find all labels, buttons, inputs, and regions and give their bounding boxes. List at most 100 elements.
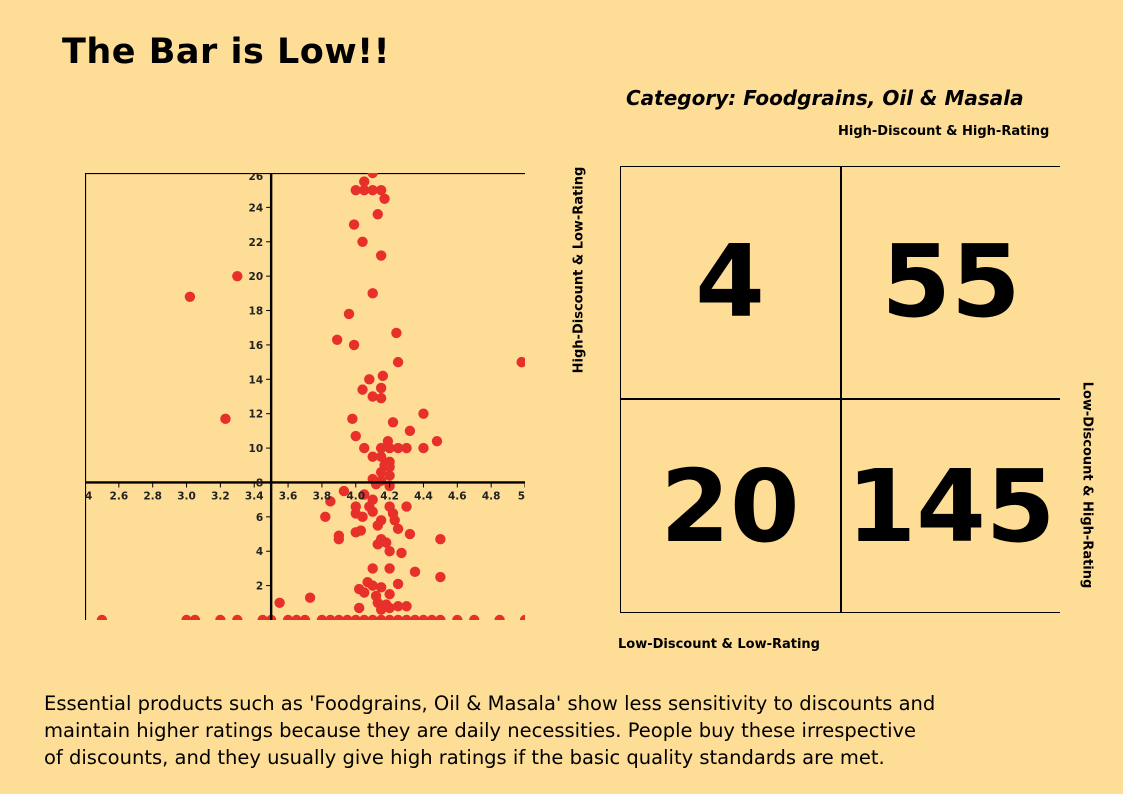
data-point	[431, 436, 443, 447]
data-point	[375, 184, 387, 196]
data-point	[384, 470, 395, 481]
data-point	[401, 601, 412, 612]
data-point	[274, 597, 285, 609]
data-point	[350, 614, 361, 620]
data-point	[494, 614, 505, 620]
data-point	[359, 587, 370, 598]
x-tick-label: 4.0	[346, 490, 365, 502]
y-tick-label: 8	[256, 477, 263, 489]
page-title: The Bar is Low!!	[62, 32, 391, 72]
data-point	[333, 533, 345, 545]
data-point	[418, 614, 429, 620]
x-tick-label: 4.2	[380, 490, 399, 502]
x-tick-label: 3.6	[279, 490, 298, 502]
data-point	[384, 589, 395, 600]
tick-labels: 4 2.6 2.8 3.0 3.2 3.4 3.6 3.8 4.0 4.2 4.4 4.6 4.8 524…	[85, 173, 525, 593]
y-tick-label: 14	[249, 374, 264, 386]
data-point	[396, 547, 407, 559]
data-point	[389, 515, 400, 526]
x-tick-label: 4.6	[448, 490, 467, 502]
x-tick-label: 3.4	[245, 490, 264, 502]
data-point	[357, 511, 368, 523]
data-point	[372, 520, 383, 531]
data-point	[331, 334, 343, 345]
data-point	[333, 614, 345, 620]
x-tick-label: 4.4	[414, 490, 433, 502]
data-point	[355, 525, 367, 536]
data-point	[401, 442, 412, 454]
data-point	[392, 356, 404, 368]
data-point	[282, 614, 294, 620]
x-tick-label: 4.8	[482, 490, 501, 502]
data-point	[392, 614, 404, 620]
data-points	[96, 173, 525, 620]
quadrant-label-top: High-Discount & High-Rating	[838, 124, 1050, 139]
quadrant-label-left: High-Discount & Low-Rating	[571, 166, 587, 374]
count-bottom-right: 145	[846, 447, 1056, 565]
data-point	[320, 511, 331, 523]
data-point	[370, 478, 382, 490]
data-point	[409, 614, 421, 620]
data-point	[384, 442, 395, 454]
category-heading: Category: Foodgrains, Oil & Masala	[626, 86, 1024, 110]
count-top-left: 4	[695, 223, 765, 340]
data-point	[375, 614, 387, 620]
data-point	[367, 580, 378, 591]
data-point	[452, 614, 463, 620]
data-point	[367, 563, 378, 574]
data-point	[384, 546, 395, 557]
data-point	[375, 250, 387, 261]
data-point	[232, 270, 243, 282]
data-point	[342, 614, 353, 620]
y-tick-label: 20	[249, 271, 264, 283]
data-point	[304, 592, 316, 603]
grid-border-left	[620, 166, 621, 613]
data-point	[220, 413, 231, 425]
data-point	[392, 578, 404, 590]
grid-divider-horizontal	[620, 398, 1060, 400]
data-point	[375, 451, 387, 462]
y-tick-label: 12	[249, 409, 264, 421]
data-point	[291, 614, 302, 620]
y-tick-label: 10	[249, 443, 264, 455]
data-point	[347, 413, 358, 425]
x-tick-label: 3.0	[177, 490, 196, 502]
data-point	[367, 288, 378, 299]
data-point	[387, 417, 399, 428]
data-point	[338, 485, 350, 497]
count-bottom-left: 20	[660, 447, 800, 565]
data-point	[215, 614, 226, 620]
y-tick-label: 16	[249, 340, 264, 352]
data-point	[257, 614, 268, 620]
data-point	[350, 430, 361, 442]
data-point	[384, 563, 395, 574]
scatter-plot: 4 2.6 2.8 3.0 3.2 3.4 3.6 3.8 4.0 4.2 4.4 4.6 4.8 524…	[85, 173, 525, 620]
plot-axes	[85, 173, 525, 620]
data-point	[353, 602, 365, 614]
data-point	[367, 451, 378, 462]
data-point	[348, 339, 360, 351]
data-point	[377, 370, 389, 382]
data-point	[516, 356, 525, 368]
y-tick-label: 26	[249, 173, 264, 183]
plot-frame	[85, 173, 525, 620]
count-top-right: 55	[881, 223, 1021, 340]
data-point	[375, 393, 387, 404]
data-point	[375, 442, 387, 454]
data-point	[367, 391, 378, 402]
data-point	[372, 539, 383, 550]
data-point	[409, 566, 421, 578]
data-point	[184, 291, 196, 302]
x-tick-label: 4	[85, 490, 92, 502]
y-tick-label: 24	[249, 202, 264, 214]
data-point	[96, 614, 108, 620]
data-point	[325, 496, 336, 507]
data-point	[404, 425, 416, 437]
data-point	[299, 614, 311, 620]
data-point	[392, 601, 404, 612]
data-point	[392, 442, 404, 454]
data-point	[435, 571, 446, 583]
y-tick-label: 4	[256, 546, 263, 558]
data-point	[469, 614, 480, 620]
data-point	[359, 614, 370, 620]
